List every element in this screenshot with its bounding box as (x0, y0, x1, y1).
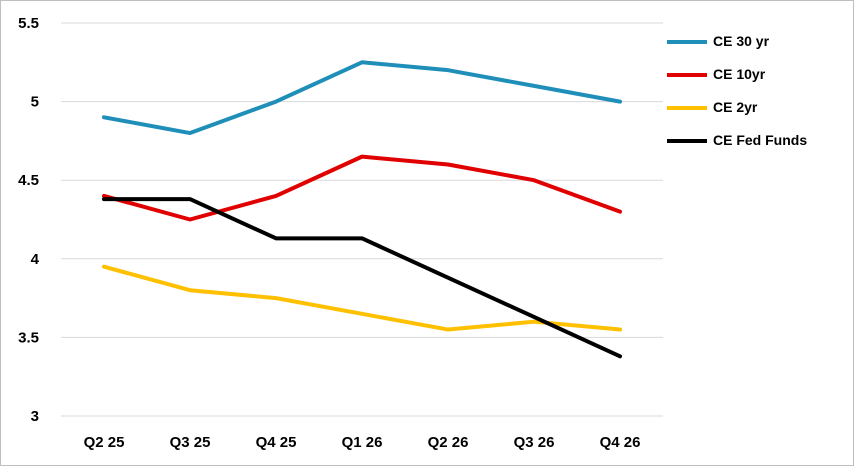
series-lines (102, 60, 622, 359)
series-line-ce-2yr (102, 264, 622, 332)
legend-swatch (667, 40, 707, 44)
gridlines (61, 22, 663, 338)
y-tick-label: 4 (31, 251, 40, 268)
series-line-ce-10yr (102, 154, 622, 222)
legend-swatch (667, 139, 707, 143)
y-tick-label: 5.5 (18, 15, 39, 32)
legend-swatch (667, 73, 707, 77)
y-tick-label: 3.5 (18, 329, 39, 346)
y-tick-label: 5 (31, 94, 39, 111)
legend-swatch (667, 106, 707, 110)
legend-label: CE Fed Funds (713, 132, 808, 148)
series-line-ce-30-yr (102, 60, 622, 136)
legend-label: CE 30 yr (713, 33, 770, 49)
x-tick-label: Q4 26 (600, 434, 641, 451)
y-tick-label: 4.5 (18, 172, 39, 189)
axes: 3 3.5 4 4.5 5 5.5 Q2 25 Q3 25 Q4 25 Q1 26 Q2 26 Q3 … (18, 15, 663, 451)
y-tick-label: 3 (31, 408, 39, 425)
legend-label: CE 10yr (713, 66, 766, 82)
legend-label: CE 2yr (713, 99, 758, 115)
x-tick-label: Q3 25 (170, 434, 211, 451)
x-tick-label: Q3 26 (514, 434, 555, 451)
x-tick-label: Q2 26 (428, 434, 469, 451)
x-tick-label: Q1 26 (342, 434, 383, 451)
series-line-ce-fed-funds (102, 197, 622, 359)
x-tick-label: Q2 25 (84, 434, 125, 451)
x-tick-label: Q4 25 (256, 434, 297, 451)
